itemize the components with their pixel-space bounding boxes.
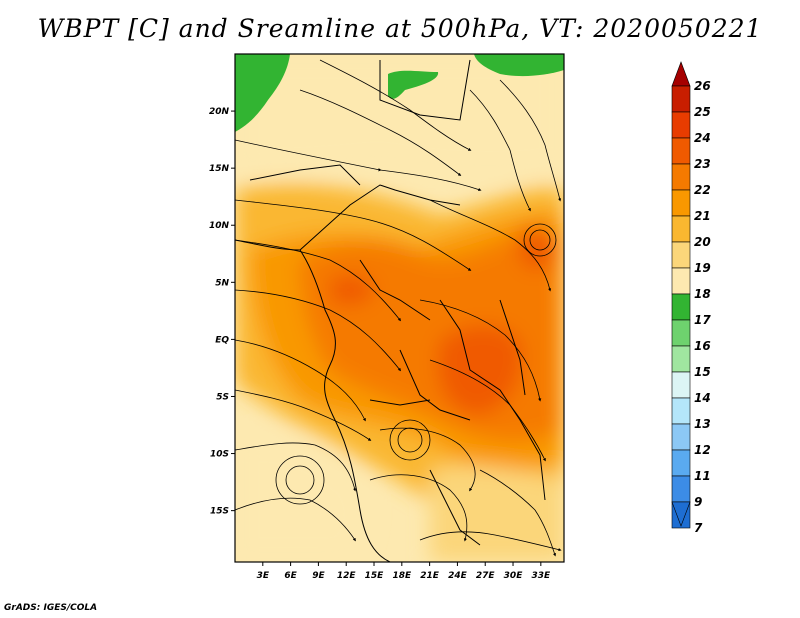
colorbar-top-arrow [671, 61, 691, 87]
colorbar-label: 11 [694, 469, 711, 483]
colorbar-swatch [671, 111, 691, 139]
colorbar-label: 22 [694, 183, 711, 197]
lon-label: 33E [531, 571, 551, 581]
colorbar-swatch [671, 423, 691, 451]
lon-label: 21E [420, 571, 440, 581]
chart-title: WBPT [C] and Sreamline at 500hPa, VT: 20… [37, 14, 763, 43]
lat-label: 10S [210, 450, 229, 460]
lat-label: EQ [215, 335, 229, 345]
lon-label: 6E [284, 571, 297, 581]
colorbar-swatch [671, 241, 691, 269]
lon-axis: 3E 6E 9E 12E 15E 18E 21E 24E 27E 30E 33E [257, 562, 551, 581]
colorbar-swatch [671, 215, 691, 243]
colorbar-label: 21 [694, 209, 711, 223]
colorbar-label: 12 [694, 443, 711, 457]
country-borders [235, 59, 546, 562]
colorbar-label: 9 [694, 495, 702, 509]
colorbar-label: 14 [694, 391, 711, 405]
grads-credit: GrADS: IGES/COLA [4, 603, 98, 613]
lat-label: 20N [209, 107, 230, 117]
lon-label: 12E [337, 571, 357, 581]
colorbar-swatch [671, 189, 691, 217]
lon-label: 18E [392, 571, 412, 581]
lat-axis: 20N 15N 10N 5N EQ 5S 10S 15S [209, 107, 235, 517]
colorbar-label: 23 [694, 157, 711, 171]
colorbar-swatch [671, 397, 691, 425]
colorbar-label: 13 [694, 417, 711, 431]
colorbar-swatch [671, 267, 691, 295]
lat-label: 15S [210, 507, 229, 517]
colorbar-swatch [671, 345, 691, 373]
colorbar-swatch [671, 137, 691, 165]
colorbar-swatch [671, 475, 691, 503]
colorbar-label: 15 [694, 365, 711, 379]
colorbar-label: 26 [694, 79, 711, 93]
streamlines [235, 59, 562, 557]
lon-label: 27E [476, 571, 496, 581]
lat-label: 5N [215, 278, 229, 288]
lon-label: 9E [312, 571, 325, 581]
lat-label: 15N [209, 164, 230, 174]
colorbar-label: 18 [694, 287, 711, 301]
colorbar-swatch [671, 293, 691, 321]
colorbar-swatch [671, 371, 691, 399]
colorbar-swatch [671, 319, 691, 347]
colorbar-label: 16 [694, 339, 711, 353]
colorbar-bottom-arrow [671, 501, 691, 527]
lon-label: 3E [257, 571, 270, 581]
colorbar-swatch [671, 163, 691, 191]
colorbar-swatch [671, 449, 691, 477]
lat-label: 5S [216, 392, 229, 402]
lat-label: 10N [209, 221, 230, 231]
colorbar-label: 24 [694, 131, 711, 145]
map-frame [234, 53, 565, 563]
colorbar-label: 19 [694, 261, 711, 275]
lon-label: 24E [448, 571, 468, 581]
colorbar-label: 20 [694, 235, 711, 249]
colorbar-label: 7 [694, 521, 703, 535]
lon-label: 30E [504, 571, 524, 581]
colorbar-label: 25 [694, 105, 711, 119]
lon-label: 15E [365, 571, 385, 581]
colorbar-swatch [671, 85, 691, 113]
colorbar-label: 17 [694, 313, 711, 327]
